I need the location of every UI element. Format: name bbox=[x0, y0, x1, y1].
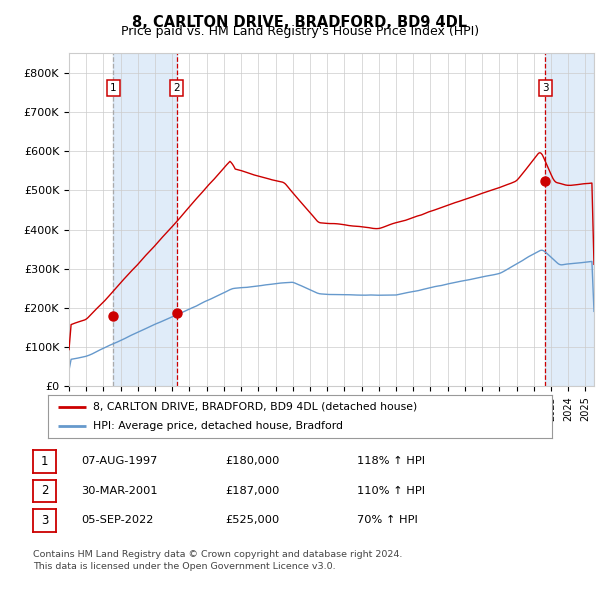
Text: 07-AUG-1997: 07-AUG-1997 bbox=[81, 457, 157, 466]
Text: HPI: Average price, detached house, Bradford: HPI: Average price, detached house, Brad… bbox=[94, 421, 343, 431]
Text: 30-MAR-2001: 30-MAR-2001 bbox=[81, 486, 158, 496]
Text: 1: 1 bbox=[110, 83, 117, 93]
Text: 3: 3 bbox=[542, 83, 548, 93]
Text: 1: 1 bbox=[41, 455, 48, 468]
Bar bbox=[545, 53, 594, 386]
Text: 110% ↑ HPI: 110% ↑ HPI bbox=[357, 486, 425, 496]
Text: 3: 3 bbox=[41, 514, 48, 527]
Text: 2: 2 bbox=[41, 484, 48, 497]
Text: 8, CARLTON DRIVE, BRADFORD, BD9 4DL: 8, CARLTON DRIVE, BRADFORD, BD9 4DL bbox=[133, 15, 467, 30]
Bar bbox=[113, 53, 176, 386]
Text: This data is licensed under the Open Government Licence v3.0.: This data is licensed under the Open Gov… bbox=[33, 562, 335, 571]
Text: 118% ↑ HPI: 118% ↑ HPI bbox=[357, 457, 425, 466]
Text: Contains HM Land Registry data © Crown copyright and database right 2024.: Contains HM Land Registry data © Crown c… bbox=[33, 550, 403, 559]
Text: 8, CARLTON DRIVE, BRADFORD, BD9 4DL (detached house): 8, CARLTON DRIVE, BRADFORD, BD9 4DL (det… bbox=[94, 402, 418, 412]
Text: 05-SEP-2022: 05-SEP-2022 bbox=[81, 516, 154, 525]
Text: 2: 2 bbox=[173, 83, 180, 93]
Text: £187,000: £187,000 bbox=[225, 486, 280, 496]
Text: 70% ↑ HPI: 70% ↑ HPI bbox=[357, 516, 418, 525]
Text: £525,000: £525,000 bbox=[225, 516, 279, 525]
Text: Price paid vs. HM Land Registry's House Price Index (HPI): Price paid vs. HM Land Registry's House … bbox=[121, 25, 479, 38]
Text: £180,000: £180,000 bbox=[225, 457, 280, 466]
